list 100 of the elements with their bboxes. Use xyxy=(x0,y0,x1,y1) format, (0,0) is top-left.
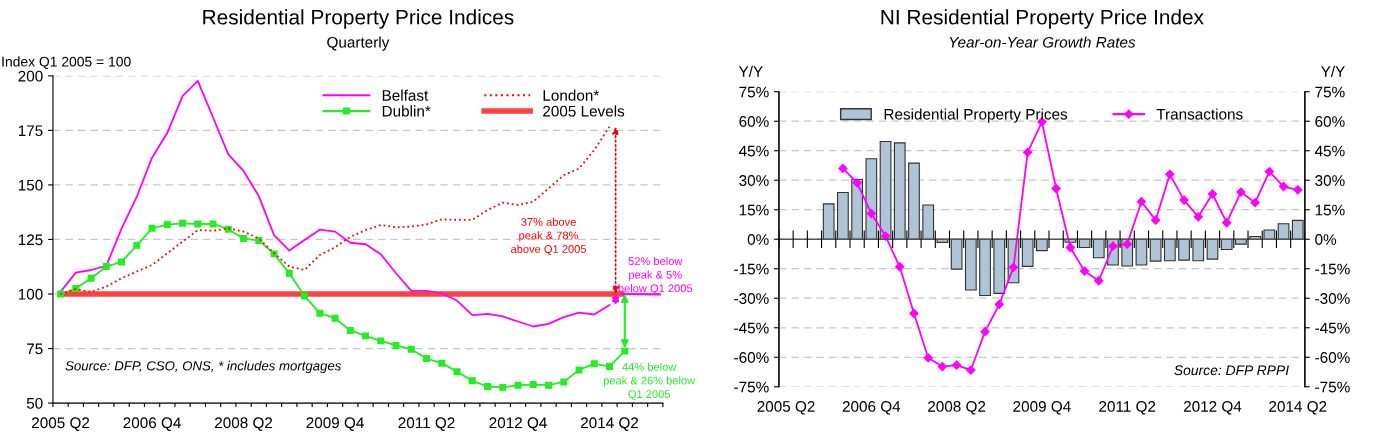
point xyxy=(484,383,491,390)
bar xyxy=(865,158,878,240)
point xyxy=(951,360,962,370)
bar xyxy=(1192,238,1205,262)
point xyxy=(438,359,446,367)
y2-tick-label: -45% xyxy=(1315,322,1350,334)
y-tick-label: 30% xyxy=(739,175,769,186)
x-tick-label: 2005 Q2 xyxy=(32,417,90,431)
y-tick-label: 200 xyxy=(18,70,43,82)
point xyxy=(148,224,156,232)
bar xyxy=(837,191,849,240)
x-tick-label: 2006 Q4 xyxy=(123,417,181,431)
point xyxy=(1079,266,1090,276)
chart-title: NI Residential Property Price Index xyxy=(881,9,1204,29)
x-tick-label: 2012 Q4 xyxy=(1183,401,1242,415)
x-tick-label: 2011 Q2 xyxy=(398,417,455,431)
y2-tick-label: 45% xyxy=(1314,145,1345,157)
y-tick-label: -15% xyxy=(734,263,769,275)
x-tick-label: 2014 Q2 xyxy=(1269,401,1327,415)
y-tick-label: 50 xyxy=(26,397,43,409)
point xyxy=(1179,195,1189,205)
y-tick-label: 0% xyxy=(747,234,769,245)
point xyxy=(895,262,905,272)
point xyxy=(1023,147,1033,157)
y2-tick-label: 30% xyxy=(1315,175,1345,186)
x-tick-label: 2009 Q4 xyxy=(306,417,364,431)
annotation: 52% below peak & 5% below Q1 2005 xyxy=(618,256,693,295)
bar xyxy=(822,203,835,240)
point xyxy=(1136,197,1147,207)
point xyxy=(514,381,522,389)
point xyxy=(499,383,507,391)
point xyxy=(423,355,431,363)
legend-label: Belfast xyxy=(382,89,429,101)
point xyxy=(1236,187,1246,197)
point xyxy=(118,258,126,266)
legend-label: London* xyxy=(543,89,600,101)
point xyxy=(209,220,217,228)
point xyxy=(377,337,385,345)
bar xyxy=(964,238,977,291)
point xyxy=(102,263,110,270)
chart-subtitle: Year-on-Year Growth Rates xyxy=(949,36,1136,48)
chart-subtitle: Quarterly xyxy=(327,36,390,51)
legend-label: Residential Property Prices xyxy=(884,108,1068,123)
y-axis-title: Y/Y xyxy=(738,65,763,77)
annotation: Source: DFP, CSO, ONS, * includes mortgages xyxy=(65,360,342,374)
point xyxy=(392,342,400,349)
y-tick-label: -75% xyxy=(734,381,769,393)
legend-label: 2005 Levels xyxy=(543,105,625,117)
point xyxy=(1094,276,1104,286)
point xyxy=(1293,185,1303,195)
y-tick-label: 75 xyxy=(27,343,43,355)
bar xyxy=(1178,238,1190,261)
bar xyxy=(950,238,963,270)
point xyxy=(1193,212,1203,222)
y-tick-label: 60% xyxy=(739,116,769,127)
point xyxy=(163,221,171,229)
point xyxy=(529,381,537,389)
y2-axis-title: Y/Y xyxy=(1320,65,1345,77)
point xyxy=(866,208,876,219)
y2-tick-label: -60% xyxy=(1315,352,1350,363)
bar xyxy=(893,142,906,240)
legend-label: Transactions xyxy=(1156,108,1243,120)
y2-tick-label: 60% xyxy=(1315,116,1345,127)
bar xyxy=(879,140,892,240)
point xyxy=(240,235,248,243)
point xyxy=(575,366,583,374)
y-tick-label: 125 xyxy=(18,234,43,246)
point xyxy=(331,314,339,322)
y2-tick-label: 15% xyxy=(1315,204,1345,216)
point xyxy=(1207,189,1218,199)
x-tick-label: 2009 Q4 xyxy=(1013,401,1071,415)
y2-tick-label: 0% xyxy=(1315,234,1337,245)
y2-tick-label: -75% xyxy=(1315,381,1350,393)
point xyxy=(1008,262,1019,272)
y-tick-label: 15% xyxy=(739,204,769,216)
bar xyxy=(1149,238,1162,262)
point xyxy=(621,347,629,355)
point xyxy=(133,241,141,249)
point xyxy=(316,309,324,317)
y-tick-label: 100 xyxy=(18,288,43,300)
point xyxy=(838,163,848,174)
point xyxy=(1065,242,1075,253)
y-tick-label: -30% xyxy=(734,293,769,304)
annotation: 44% below peak & 26% below Q1 2005 xyxy=(603,362,696,401)
y-tick-label: -45% xyxy=(734,322,769,334)
point xyxy=(852,178,862,188)
y2-tick-label: -30% xyxy=(1315,293,1350,304)
y-tick-label: -60% xyxy=(734,352,769,363)
y-axis-title: Index Q1 2005 = 100 xyxy=(2,56,131,70)
x-tick-label: 2006 Q4 xyxy=(842,401,901,415)
point xyxy=(545,381,552,389)
bar xyxy=(908,162,920,240)
x-tick-label: 2012 Q4 xyxy=(489,417,547,431)
x-tick-label: 2011 Q2 xyxy=(1099,401,1156,415)
point xyxy=(468,377,476,385)
point xyxy=(994,299,1004,309)
point xyxy=(285,269,293,277)
annotation: 37% above peak & 78% above Q1 2005 xyxy=(511,217,587,255)
point xyxy=(1165,169,1175,179)
x-tick-label: 2008 Q2 xyxy=(215,417,273,431)
